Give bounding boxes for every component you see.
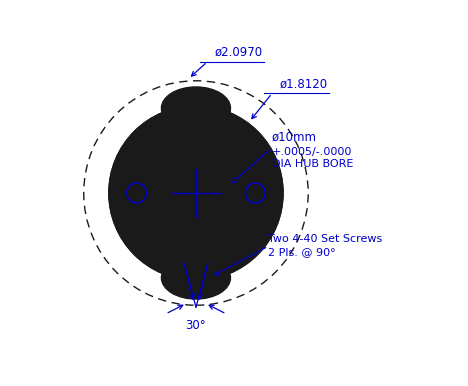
Text: ø2.0970: ø2.0970 [215, 46, 263, 59]
Text: ø10mm: ø10mm [272, 130, 317, 144]
Ellipse shape [162, 257, 230, 299]
Text: 30°: 30° [186, 319, 206, 332]
Text: ø1.8120: ø1.8120 [280, 77, 328, 90]
Ellipse shape [162, 87, 230, 129]
Text: 2 Pls. @ 90°: 2 Pls. @ 90° [268, 247, 336, 257]
Circle shape [109, 106, 283, 280]
Text: +.0005/-.0000: +.0005/-.0000 [272, 147, 352, 157]
Text: DIA HUB BORE: DIA HUB BORE [272, 159, 353, 169]
Text: Two 4-40 Set Screws: Two 4-40 Set Screws [268, 234, 382, 244]
Circle shape [174, 171, 218, 215]
Circle shape [152, 149, 240, 237]
